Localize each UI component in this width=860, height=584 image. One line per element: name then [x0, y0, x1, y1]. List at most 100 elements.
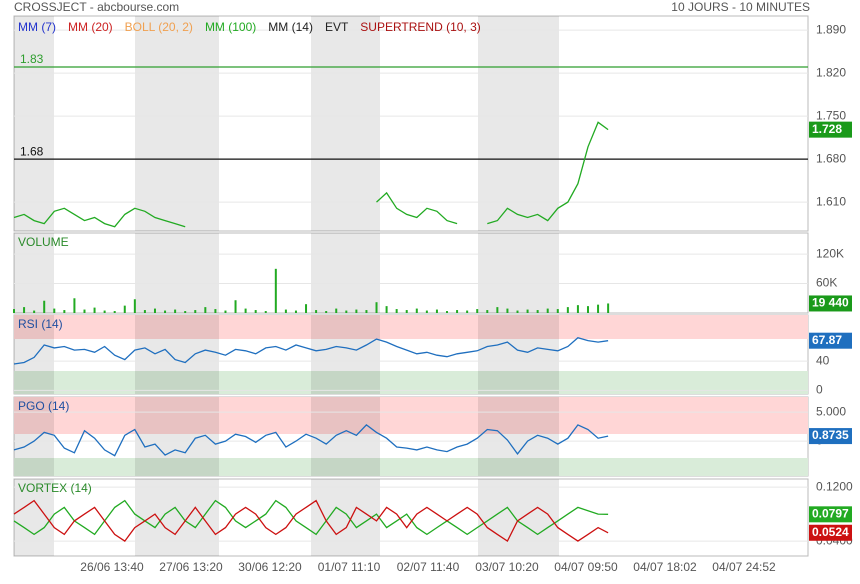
session-band	[135, 479, 219, 556]
y-tick-label: 120K	[816, 246, 844, 260]
legend-entry: BOLL (20, 2)	[125, 20, 193, 34]
series-line	[13, 424, 609, 457]
last-value-badge	[809, 524, 852, 541]
session-band	[478, 397, 559, 476]
session-band	[135, 315, 219, 394]
last-value-label: 0.8735	[812, 428, 849, 442]
x-tick-label: 04/07 09:50	[554, 560, 618, 574]
session-band	[311, 397, 380, 476]
y-tick-label: 60K	[816, 276, 837, 290]
volume-bar	[93, 307, 96, 313]
y-tick-label: 1.750	[816, 108, 846, 122]
volume-bar	[576, 305, 579, 313]
last-value-label: 67.87	[812, 333, 842, 347]
last-value-label: 1.728	[812, 122, 842, 136]
volume-bar	[476, 309, 479, 313]
volume-bar	[586, 306, 589, 313]
volume-bar	[325, 311, 328, 313]
last-value-badge	[809, 428, 852, 445]
volume-bar	[395, 309, 398, 313]
level-label: 1.83	[20, 52, 44, 66]
panel-frame	[13, 232, 809, 314]
y-tick-label: 1.820	[816, 65, 846, 79]
volume-bar	[83, 309, 86, 313]
volume-bar	[597, 304, 600, 313]
volume-bar	[143, 310, 146, 313]
last-value-badge	[809, 332, 852, 349]
last-value-badge	[809, 121, 852, 138]
volume-bar	[355, 309, 358, 313]
header-period: 10 JOURS - 10 MINUTES	[671, 0, 810, 14]
session-band	[135, 397, 219, 476]
last-value-badge	[809, 295, 852, 312]
volume-bar	[53, 308, 56, 313]
y-tick-label: 1.610	[816, 194, 846, 208]
x-tick-label: 04/07 18:02	[633, 560, 697, 574]
session-band	[311, 315, 380, 394]
legend-entry: SUPERTREND (10, 3)	[360, 20, 480, 34]
volume-bar	[153, 308, 156, 313]
session-band	[311, 479, 380, 556]
y-tick-label: 1.680	[816, 151, 846, 165]
volume-bar	[536, 310, 539, 313]
volume-bar	[284, 309, 287, 313]
last-value-label: 0.0797	[812, 506, 849, 520]
panel-frame	[13, 478, 809, 557]
volume-bar	[254, 310, 257, 313]
session-band	[478, 479, 559, 556]
volume-bar	[607, 303, 610, 313]
series-line	[13, 336, 609, 365]
series-line	[13, 499, 609, 543]
volume-bar	[164, 310, 167, 313]
session-band	[478, 233, 559, 313]
last-value-label: 19 440	[812, 296, 849, 310]
x-tick-label: 01/07 11:10	[318, 560, 381, 574]
volume-bar	[43, 300, 46, 313]
volume-bar	[13, 309, 15, 313]
legend-entry: MM (7)	[18, 20, 56, 34]
last-value-badge	[809, 506, 852, 523]
session-band	[311, 233, 380, 313]
volume-bar	[456, 310, 459, 313]
session-band	[135, 16, 219, 231]
x-tick-label: 27/06 13:20	[159, 560, 223, 574]
volume-bar	[23, 307, 26, 313]
volume-bar	[425, 310, 428, 313]
volume-bar	[73, 298, 76, 313]
volume-bar	[415, 308, 418, 313]
zone	[14, 315, 808, 339]
session-band	[14, 233, 54, 313]
volume-bar	[516, 310, 519, 313]
x-tick-label: 04/07 24:52	[712, 560, 776, 574]
x-tick-label: 30/06 12:20	[238, 560, 302, 574]
level-label: 1.68	[20, 144, 44, 158]
volume-bar	[506, 308, 509, 313]
y-tick-label: 40	[816, 353, 830, 367]
y-tick-label: 1.890	[816, 22, 846, 36]
panel-title: VORTEX (14)	[18, 481, 92, 495]
volume-bar	[234, 300, 237, 313]
legend-entry: EVT	[325, 20, 349, 34]
header-title: CROSSJECT - abcbourse.com	[14, 0, 179, 14]
volume-bar	[274, 268, 277, 313]
volume-bar	[174, 309, 177, 313]
volume-bar	[435, 309, 438, 313]
volume-bar	[315, 310, 318, 313]
volume-bar	[335, 308, 338, 313]
volume-bar	[466, 310, 469, 313]
volume-bar	[214, 309, 217, 313]
volume-bar	[365, 310, 368, 313]
volume-bar	[244, 308, 247, 313]
session-band	[135, 233, 219, 313]
volume-bar	[184, 311, 187, 313]
zone	[14, 371, 808, 394]
session-band	[14, 16, 54, 231]
volume-bar	[63, 310, 66, 313]
panel-frame	[13, 15, 809, 232]
volume-bar	[486, 310, 489, 313]
volume-bar	[496, 307, 499, 313]
volume-bar	[446, 311, 449, 313]
volume-bar	[305, 304, 308, 313]
session-band	[478, 315, 559, 394]
